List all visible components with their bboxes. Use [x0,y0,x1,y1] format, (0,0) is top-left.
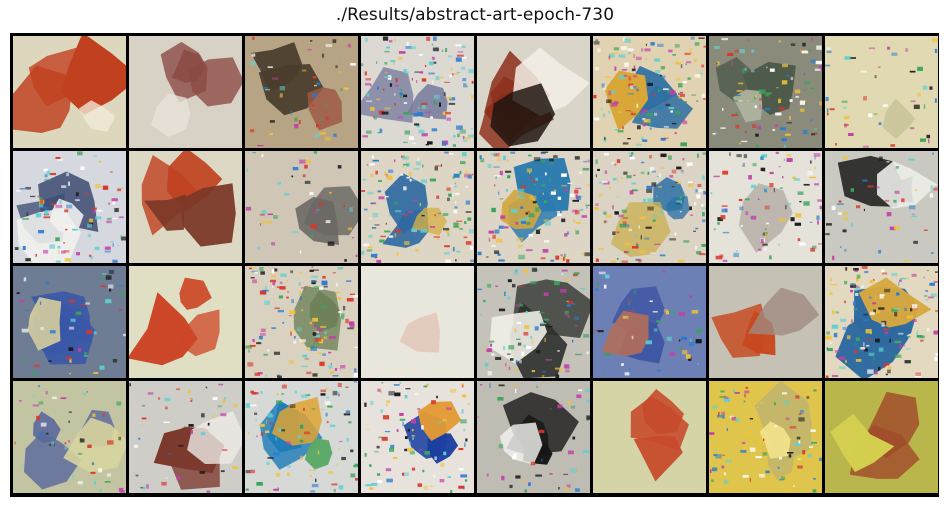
generated-image-tile [709,381,822,493]
generated-image-tile [129,36,242,148]
generated-image-tile [13,36,126,148]
generated-image-tile [129,151,242,263]
generated-image-tile [361,381,474,493]
generated-image-tile [245,151,358,263]
generated-image-tile [593,36,706,148]
image-grid [10,33,939,497]
generated-image-tile [13,266,126,378]
generated-image-tile [593,266,706,378]
generated-image-tile [477,266,590,378]
generated-image-tile [709,36,822,148]
generated-image-tile [245,381,358,493]
generated-image-tile [361,36,474,148]
generated-image-tile [709,151,822,263]
generated-image-tile [477,36,590,148]
generated-image-tile [825,36,938,148]
generated-image-tile [825,381,938,493]
generated-image-tile [245,266,358,378]
figure-title: ./Results/abstract-art-epoch-730 [335,5,615,25]
generated-image-tile [361,151,474,263]
generated-image-tile [477,151,590,263]
generated-image-tile [825,151,938,263]
generated-image-tile [593,381,706,493]
generated-image-tile [129,266,242,378]
generated-image-tile [593,151,706,263]
generated-image-tile [13,151,126,263]
generated-image-tile [361,266,474,378]
generated-image-tile [709,266,822,378]
generated-image-tile [13,381,126,493]
generated-image-tile [825,266,938,378]
generated-image-tile [477,381,590,493]
generated-image-tile [129,381,242,493]
generated-image-tile [245,36,358,148]
